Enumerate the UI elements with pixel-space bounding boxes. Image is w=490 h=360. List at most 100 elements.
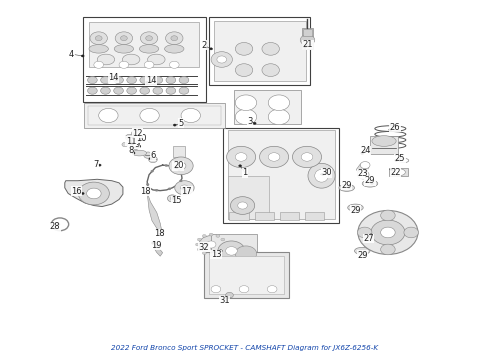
Circle shape (172, 197, 175, 199)
Ellipse shape (114, 87, 123, 94)
Text: 29: 29 (365, 176, 375, 185)
Circle shape (365, 170, 368, 172)
Ellipse shape (399, 158, 409, 163)
Bar (223, 127, 340, 222)
Circle shape (175, 167, 178, 169)
Circle shape (300, 35, 315, 45)
Text: 8: 8 (128, 147, 134, 156)
Circle shape (235, 42, 253, 55)
Circle shape (132, 152, 135, 154)
Text: 29: 29 (357, 251, 368, 260)
Ellipse shape (375, 143, 406, 148)
Ellipse shape (372, 136, 396, 146)
Text: 27: 27 (363, 234, 374, 243)
Circle shape (199, 236, 223, 253)
Ellipse shape (153, 77, 163, 84)
Circle shape (225, 292, 233, 298)
Bar (228, 130, 335, 219)
Circle shape (293, 146, 321, 168)
Text: 18: 18 (140, 187, 151, 196)
Text: 4: 4 (69, 50, 74, 59)
Bar (229, 212, 249, 220)
Ellipse shape (308, 163, 335, 188)
Circle shape (221, 248, 225, 251)
Circle shape (301, 153, 313, 161)
Circle shape (133, 134, 136, 136)
Circle shape (90, 32, 107, 45)
Circle shape (98, 164, 101, 166)
Circle shape (132, 130, 140, 136)
Ellipse shape (122, 54, 140, 65)
Circle shape (404, 227, 418, 238)
Circle shape (304, 46, 307, 48)
Circle shape (223, 243, 226, 246)
Circle shape (138, 139, 141, 141)
Bar (305, 212, 324, 220)
Circle shape (155, 189, 158, 192)
Text: 23: 23 (357, 169, 368, 178)
Bar (89, 22, 199, 67)
Bar (255, 212, 274, 220)
Text: 11: 11 (126, 136, 136, 145)
Circle shape (390, 168, 393, 170)
Bar (209, 256, 284, 294)
Bar (303, 30, 312, 36)
Circle shape (239, 165, 242, 167)
Circle shape (166, 32, 183, 45)
Circle shape (209, 233, 213, 236)
Circle shape (140, 108, 159, 122)
Bar (209, 17, 310, 85)
Bar (228, 176, 269, 219)
Circle shape (125, 134, 134, 141)
Circle shape (115, 79, 118, 81)
Text: 25: 25 (395, 154, 405, 163)
Circle shape (128, 139, 137, 145)
Ellipse shape (114, 77, 123, 84)
Ellipse shape (165, 45, 184, 53)
Text: 2: 2 (201, 41, 206, 50)
Polygon shape (356, 163, 368, 177)
Circle shape (262, 64, 279, 77)
Circle shape (57, 223, 60, 225)
Ellipse shape (179, 87, 189, 94)
Ellipse shape (375, 126, 406, 131)
Text: 22: 22 (390, 168, 400, 177)
Ellipse shape (88, 87, 97, 94)
Ellipse shape (132, 150, 147, 156)
Circle shape (227, 297, 230, 299)
Text: 12: 12 (132, 129, 143, 138)
Text: 13: 13 (211, 250, 221, 259)
Circle shape (364, 252, 367, 254)
Circle shape (146, 183, 149, 185)
Ellipse shape (127, 87, 137, 94)
Circle shape (144, 152, 152, 158)
Circle shape (381, 244, 395, 255)
Text: 17: 17 (182, 187, 192, 196)
Circle shape (268, 109, 290, 125)
Text: 7: 7 (93, 159, 98, 168)
Ellipse shape (392, 168, 405, 176)
Circle shape (138, 145, 141, 147)
Circle shape (355, 206, 358, 208)
Circle shape (260, 146, 289, 168)
Text: 9: 9 (135, 140, 140, 149)
Bar (173, 146, 185, 157)
Ellipse shape (127, 77, 137, 84)
Circle shape (197, 248, 201, 251)
Bar (204, 252, 289, 298)
Text: 30: 30 (321, 168, 332, 177)
Text: 18: 18 (154, 229, 165, 238)
Text: 15: 15 (171, 196, 181, 205)
Text: 31: 31 (220, 296, 230, 305)
Circle shape (115, 32, 133, 45)
Circle shape (131, 143, 134, 145)
Circle shape (176, 162, 186, 169)
Circle shape (235, 109, 257, 125)
Circle shape (168, 195, 177, 202)
Circle shape (96, 36, 102, 41)
Circle shape (357, 227, 372, 238)
Text: 1: 1 (243, 168, 247, 177)
Circle shape (371, 220, 405, 245)
Circle shape (267, 285, 277, 293)
Circle shape (220, 250, 222, 252)
